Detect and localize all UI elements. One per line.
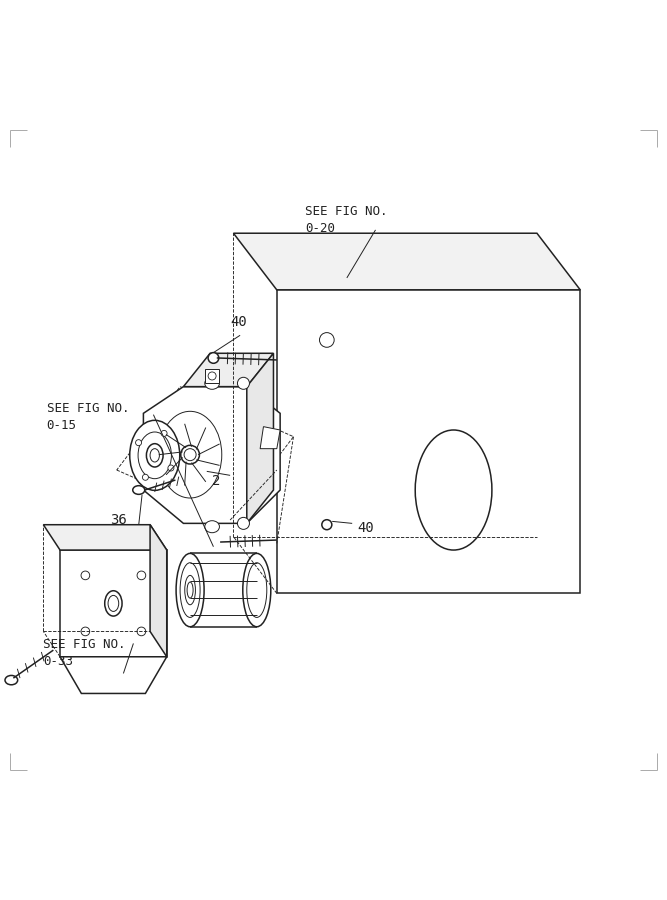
Polygon shape xyxy=(277,290,580,593)
Text: 0-20: 0-20 xyxy=(305,222,336,235)
Polygon shape xyxy=(43,525,167,550)
Ellipse shape xyxy=(158,411,221,498)
Ellipse shape xyxy=(208,353,219,364)
Ellipse shape xyxy=(108,596,119,611)
Text: 2: 2 xyxy=(211,474,220,489)
Ellipse shape xyxy=(129,420,179,490)
Ellipse shape xyxy=(185,575,195,605)
Ellipse shape xyxy=(180,562,200,617)
Ellipse shape xyxy=(184,449,196,461)
Ellipse shape xyxy=(181,446,199,464)
Ellipse shape xyxy=(321,519,331,530)
Ellipse shape xyxy=(187,582,193,599)
Ellipse shape xyxy=(237,518,249,529)
Ellipse shape xyxy=(415,430,492,550)
Ellipse shape xyxy=(176,554,204,626)
Ellipse shape xyxy=(81,627,89,635)
Polygon shape xyxy=(60,550,167,657)
Ellipse shape xyxy=(161,430,167,436)
Ellipse shape xyxy=(319,333,334,347)
Text: 40: 40 xyxy=(230,315,247,328)
Ellipse shape xyxy=(205,377,219,390)
Ellipse shape xyxy=(208,372,216,380)
Ellipse shape xyxy=(133,486,145,494)
Text: SEE FIG NO.: SEE FIG NO. xyxy=(305,204,388,218)
Text: 40: 40 xyxy=(357,521,374,535)
Ellipse shape xyxy=(137,572,146,580)
Polygon shape xyxy=(143,387,280,524)
Polygon shape xyxy=(260,427,280,449)
Polygon shape xyxy=(183,354,273,387)
Ellipse shape xyxy=(146,444,163,467)
Ellipse shape xyxy=(150,449,159,462)
Ellipse shape xyxy=(5,675,18,685)
Polygon shape xyxy=(205,369,219,383)
Ellipse shape xyxy=(135,440,141,445)
Polygon shape xyxy=(247,354,273,524)
Text: 0-15: 0-15 xyxy=(47,419,77,433)
Ellipse shape xyxy=(143,474,148,481)
Ellipse shape xyxy=(137,627,146,635)
Polygon shape xyxy=(233,233,580,290)
Text: SEE FIG NO.: SEE FIG NO. xyxy=(43,638,126,652)
Ellipse shape xyxy=(237,377,249,390)
Ellipse shape xyxy=(81,572,89,580)
Ellipse shape xyxy=(205,521,219,533)
Ellipse shape xyxy=(105,590,122,616)
Ellipse shape xyxy=(168,465,174,471)
Text: 0-33: 0-33 xyxy=(43,655,73,668)
Polygon shape xyxy=(150,525,167,657)
Text: 36: 36 xyxy=(110,513,127,527)
Text: SEE FIG NO.: SEE FIG NO. xyxy=(47,402,129,415)
Ellipse shape xyxy=(138,432,171,479)
Ellipse shape xyxy=(243,554,271,626)
Polygon shape xyxy=(60,657,167,694)
